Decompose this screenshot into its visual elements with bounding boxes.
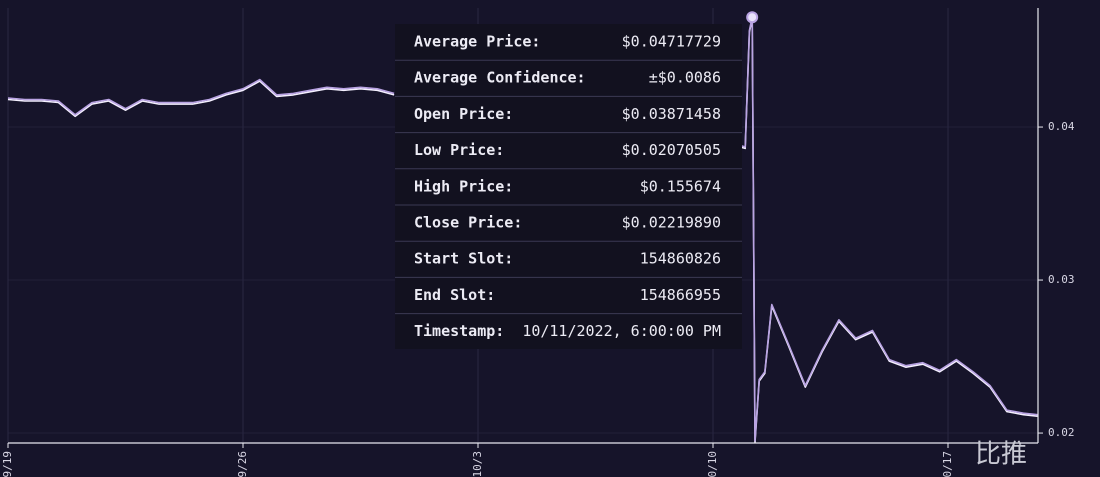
y-tick-label: 0.03 (1048, 273, 1075, 286)
tooltip-value: $0.02219890 (622, 214, 721, 232)
tooltip-value: $0.02070505 (622, 141, 721, 159)
watermark: 比推 (975, 440, 1027, 470)
x-tick-label: 10/17 (941, 451, 954, 477)
tooltip-label: End Slot: (414, 286, 495, 304)
tooltip-label: Open Price: (414, 105, 513, 123)
tooltip-value: $0.04717729 (622, 33, 721, 51)
plot (7, 11, 1038, 443)
tooltip-label: Timestamp: (414, 322, 504, 340)
x-tick-label: 10/3 (471, 451, 484, 477)
x-tick-label: 9/19 (1, 451, 14, 477)
line (7, 16, 1038, 442)
y-tick-label: 0.04 (1048, 120, 1075, 133)
tooltip-value: ±$0.0086 (649, 69, 721, 87)
tooltip-value: $0.155674 (640, 177, 721, 195)
ticks: 0.02 0.03 0.04 9/19 9/26 10/3 10/10 10/17 (1, 120, 1075, 477)
tooltip-value: 154866955 (640, 286, 721, 304)
tooltip-box (395, 24, 742, 349)
tooltip-label: Average Price: (414, 33, 540, 51)
tooltip-value: 154860826 (640, 250, 721, 268)
x-tick-label: 9/26 (236, 451, 249, 477)
tooltip-value: 10/11/2022, 6:00:00 PM (522, 322, 721, 340)
tooltip-label: Average Confidence: (414, 69, 586, 87)
tooltip: Average Price: $0.04717729 Average Confide… (395, 24, 742, 349)
x-tick-label: 10/10 (706, 451, 719, 477)
tooltip-label: Start Slot: (414, 250, 513, 268)
tooltip-label: Low Price: (414, 141, 504, 159)
tooltip-label: High Price: (414, 177, 513, 195)
tooltip-label: Close Price: (414, 214, 522, 232)
tooltip-value: $0.03871458 (622, 105, 721, 123)
highlight-point (746, 11, 759, 24)
y-tick-label: 0.02 (1048, 426, 1075, 439)
